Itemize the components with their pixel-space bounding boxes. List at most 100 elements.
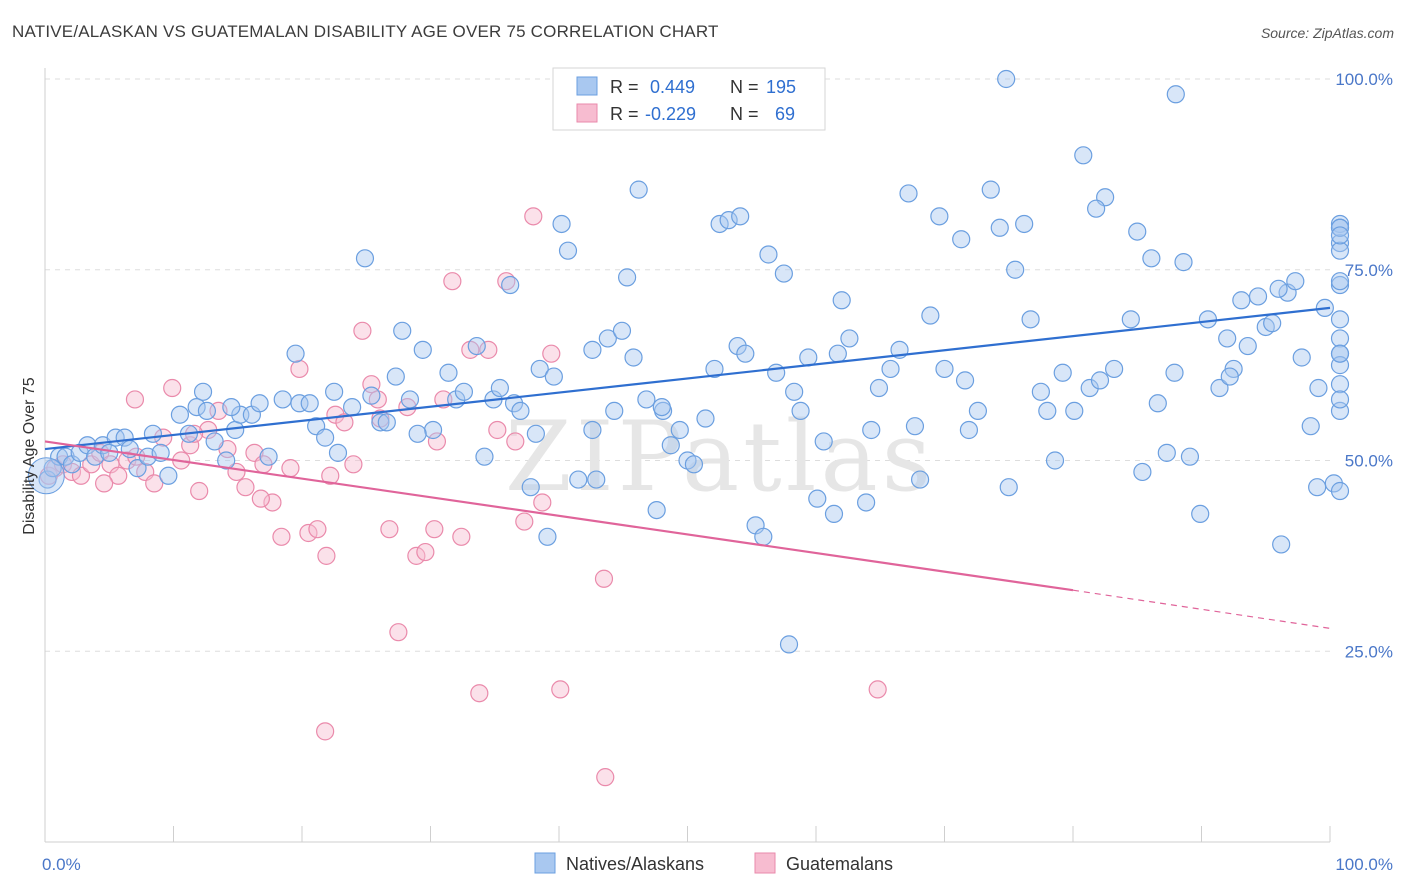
natives-alaskans-point (696, 409, 715, 428)
natives-alaskans-point (999, 478, 1018, 497)
natives-alaskans-point (857, 493, 876, 512)
natives-alaskans-point (1330, 390, 1350, 409)
guatemalans-point (353, 321, 372, 340)
guatemalans-point (542, 344, 561, 363)
natives-alaskans-point (538, 527, 557, 546)
trend-line-guatemalans (44, 440, 1074, 592)
natives-alaskans-point (1191, 504, 1210, 524)
guatemalans-point (281, 459, 300, 478)
y-tick-label: 75.0% (1345, 261, 1393, 280)
natives-alaskans-point (731, 207, 750, 226)
guatemalans-point (470, 684, 489, 703)
natives-alaskans-point (808, 489, 827, 508)
natives-alaskans-point (1269, 279, 1288, 298)
natives-alaskans-point (1157, 443, 1176, 462)
natives-alaskans-point (38, 470, 57, 489)
natives-alaskans-point (250, 394, 269, 413)
natives-alaskans-point (1330, 310, 1350, 329)
natives-alaskans-point (587, 470, 606, 489)
guatemalans-point (308, 520, 327, 539)
natives-alaskans-points (27, 69, 1350, 654)
natives-alaskans-point (300, 394, 319, 413)
natives-alaskans-point (799, 348, 818, 367)
natives-alaskans-point (193, 382, 213, 401)
natives-alaskans-point (316, 428, 335, 447)
natives-alaskans-point (921, 306, 940, 325)
guatemalans-point (251, 489, 270, 508)
natives-alaskans-point (170, 405, 190, 424)
natives-alaskans-point (1165, 363, 1184, 382)
natives-alaskans-point (475, 447, 494, 466)
guatemalans-point (344, 455, 363, 474)
natives-alaskans-point (467, 336, 486, 356)
natives-alaskans-point (454, 382, 474, 401)
natives-alaskans-point (423, 420, 443, 440)
natives-alaskans-point (1198, 310, 1218, 329)
natives-alaskans-point (128, 459, 147, 478)
natives-alaskans-point (259, 447, 278, 466)
guatemalans-point (109, 466, 128, 485)
trend-lines (44, 306, 1331, 629)
natives-alaskans-point (1142, 249, 1161, 268)
legend-swatch-pink (576, 103, 598, 123)
legend-r-value-1: 0.449 (650, 77, 695, 97)
natives-alaskans-point (1330, 329, 1350, 348)
natives-alaskans-point (205, 432, 224, 451)
source-credit: Source: ZipAtlas.com (1260, 25, 1394, 41)
natives-alaskans-point (824, 504, 844, 524)
natives-alaskans-point (197, 401, 217, 421)
natives-alaskans-point (710, 214, 729, 234)
guatemalans-point (163, 378, 182, 398)
guatemalans-point (407, 546, 426, 565)
guatemalans-point (299, 523, 318, 543)
natives-alaskans-point (544, 367, 563, 386)
natives-alaskans-point (1263, 314, 1282, 333)
natives-alaskans-point (1308, 478, 1327, 497)
natives-alaskans-point (899, 184, 918, 203)
natives-alaskans-point (935, 359, 954, 379)
natives-alaskans-point (736, 344, 755, 363)
natives-alaskans-point (1330, 226, 1350, 245)
natives-alaskans-point (371, 413, 390, 432)
y-axis-label: Disability Age Over 75 (21, 377, 38, 535)
guatemalans-point (236, 478, 255, 497)
natives-alaskans-point (362, 386, 381, 405)
natives-alaskans-point (56, 447, 75, 466)
natives-alaskans-point (1330, 344, 1350, 363)
guatemalans-point (596, 768, 615, 787)
natives-alaskans-point (1218, 329, 1237, 348)
natives-alaskans-point (408, 424, 427, 443)
natives-alaskans-point (774, 264, 793, 283)
natives-alaskans-point (955, 371, 975, 390)
natives-alaskans-point (558, 241, 578, 260)
natives-alaskans-point (705, 359, 724, 379)
natives-alaskans-point (413, 340, 432, 359)
natives-alaskans-point (1090, 371, 1110, 390)
natives-alaskans-point (159, 466, 178, 485)
guatemalans-point (452, 527, 471, 546)
guatemalans-point (868, 680, 887, 699)
natives-alaskans-point (377, 413, 396, 432)
natives-alaskans-point (27, 457, 65, 495)
x-tick-labels: 0.0% 100.0% (42, 855, 1393, 874)
natives-alaskans-point (1105, 359, 1124, 379)
legend-swatch-blue (576, 76, 598, 96)
natives-alaskans-point (386, 367, 405, 386)
stats-legend: R = 0.449 N = 195 R = -0.229 N = 69 (552, 67, 826, 131)
guatemalans-point (272, 527, 291, 546)
guatemalans-point (380, 520, 399, 539)
legend-n-label-2: N = (730, 104, 759, 124)
natives-alaskans-point (814, 432, 833, 451)
natives-alaskans-point (222, 397, 241, 417)
natives-alaskans-point (583, 340, 602, 359)
guatemalans-point (118, 451, 137, 470)
natives-alaskans-point (1021, 310, 1040, 329)
guatemalans-point (434, 390, 453, 409)
natives-alaskans-point (647, 500, 666, 520)
natives-alaskans-point (1309, 378, 1328, 398)
guatemalans-point (443, 272, 462, 291)
guatemalans-point (479, 340, 498, 359)
natives-alaskans-point (1080, 378, 1099, 398)
natives-alaskans-point (226, 420, 245, 440)
